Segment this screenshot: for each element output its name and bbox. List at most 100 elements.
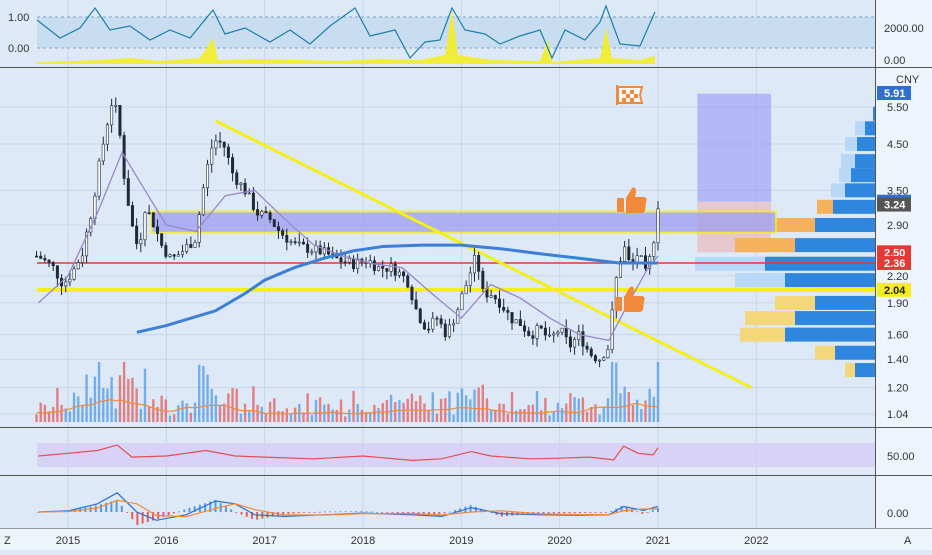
candle-body-54 — [260, 211, 264, 216]
macd-hist-bar-88 — [495, 512, 498, 515]
price-tag-4: 2.36 — [884, 258, 905, 270]
volume-bar-10 — [77, 396, 80, 422]
volume-bar-53 — [256, 404, 259, 422]
volume-bar-149 — [656, 362, 660, 422]
candle-body-126 — [560, 327, 564, 333]
volume-bar-60 — [285, 408, 288, 422]
macd-hist-bar-41 — [250, 512, 253, 519]
candle-body-98 — [443, 323, 447, 338]
volume-bar-17 — [106, 388, 109, 422]
candle-body-25 — [139, 239, 143, 245]
macd-hist-bar-51 — [303, 512, 305, 513]
macd-hist-bar-14 — [110, 501, 113, 512]
volume-bar-77 — [356, 403, 359, 422]
profile-bar-blue-15 — [855, 363, 875, 378]
candle-body-138 — [610, 309, 614, 350]
macd-hist-bar-55 — [323, 511, 326, 513]
candle-body-111 — [498, 298, 502, 308]
volume-bar-51 — [248, 411, 251, 422]
macd-hist-bar-80 — [453, 510, 456, 512]
upper-zone-rect[interactable] — [150, 210, 778, 234]
macd-hist-bar-93 — [521, 512, 524, 515]
volume-bar-34 — [177, 405, 180, 422]
candle-body-133 — [589, 348, 593, 356]
price-tag-bg-5 — [877, 282, 911, 297]
profile-bar-blue-0 — [873, 106, 875, 121]
trend-line[interactable] — [214, 119, 753, 389]
candle-body-37 — [189, 244, 193, 248]
candle-body-51 — [247, 192, 251, 195]
macd-hist-bar-22 — [152, 512, 155, 521]
macd-hist-bar-85 — [480, 508, 482, 512]
macd-hist-bar-40 — [245, 512, 248, 517]
volume-bar-74 — [343, 416, 347, 422]
macd-hist-bar-115 — [636, 511, 639, 513]
volume-bar-73 — [339, 399, 343, 422]
volume-bar-85 — [389, 394, 393, 422]
candle-body-84 — [385, 268, 389, 272]
candle-body-96 — [435, 317, 439, 320]
candle-body-149 — [656, 208, 660, 244]
macd-hist-bar-99 — [552, 512, 555, 514]
price-tick-6: 1.60 — [887, 330, 908, 342]
profile-bar-blue-4 — [851, 168, 875, 183]
thumbs-up-icon[interactable] — [617, 187, 647, 214]
target-box[interactable] — [697, 93, 772, 202]
volume-bar-24 — [135, 388, 138, 422]
volume-bar-134 — [594, 404, 597, 422]
volume-bar-16 — [102, 387, 105, 422]
macd-hist-bar-32 — [204, 503, 207, 512]
macd-hist-bar-19 — [136, 512, 139, 525]
candle-body-44 — [218, 140, 222, 143]
volume-bar-40 — [202, 365, 205, 422]
price-axis: CNY 5.50 4.50 3.50 2.90 2.20 1.90 1.60 1.40 1.20… — [877, 74, 920, 421]
volume-bar-81 — [373, 404, 376, 422]
volume-bar-66 — [310, 414, 314, 422]
top-pane-axis-label-0: 0.00 — [8, 43, 29, 55]
macd-hist-bar-49 — [292, 512, 295, 514]
candle-body-90 — [410, 286, 414, 301]
volume-bar-139 — [615, 362, 618, 422]
profile-bar-blue-11 — [815, 295, 875, 310]
candle-body-17 — [105, 124, 109, 145]
candle-body-3 — [47, 259, 51, 263]
candle-body-27 — [147, 212, 151, 214]
candle-body-75 — [347, 258, 351, 263]
volume-bar-11 — [81, 405, 84, 422]
volume-bar-144 — [635, 399, 639, 422]
candle-body-129 — [573, 339, 577, 348]
volume-bar-0 — [35, 414, 38, 422]
candle-body-113 — [506, 310, 510, 313]
time-axis-corner-left[interactable]: Z — [4, 535, 11, 547]
currency-label: CNY — [896, 74, 920, 86]
profile-bar-light-8 — [735, 238, 795, 253]
thumbs-up-icon-2[interactable] — [615, 286, 645, 313]
candle-body-77 — [356, 258, 360, 269]
volume-bar-107 — [481, 384, 485, 422]
volume-bar-20 — [118, 375, 122, 422]
macd-hist-bar-69 — [396, 512, 399, 514]
time-label-2022: 2022 — [744, 535, 768, 547]
profile-bar-blue-1 — [865, 121, 875, 136]
candle-body-112 — [502, 307, 506, 311]
macd-pane: 0.00 — [37, 492, 908, 525]
volume-bar-65 — [306, 393, 309, 422]
volume-bar-100 — [452, 414, 455, 422]
volume-bar-96 — [435, 413, 439, 422]
volume-bar-130 — [577, 398, 580, 422]
flag-icon[interactable] — [616, 85, 644, 105]
candle-body-91 — [414, 299, 418, 310]
macd-hist-bar-30 — [193, 506, 196, 512]
candle-body-123 — [548, 334, 552, 337]
profile-bar-light-3 — [841, 154, 855, 169]
macd-hist-bar-62 — [360, 511, 363, 512]
time-axis-corner-right[interactable]: A — [904, 535, 912, 547]
macd-hist-bar-97 — [542, 512, 545, 514]
macd-hist-bar-87 — [490, 512, 493, 513]
volume-bar-78 — [360, 409, 364, 422]
candles — [35, 97, 660, 368]
price-overlays — [37, 93, 875, 389]
candle-body-81 — [372, 260, 376, 271]
candle-body-19 — [114, 104, 118, 107]
volume-bar-54 — [260, 406, 263, 422]
